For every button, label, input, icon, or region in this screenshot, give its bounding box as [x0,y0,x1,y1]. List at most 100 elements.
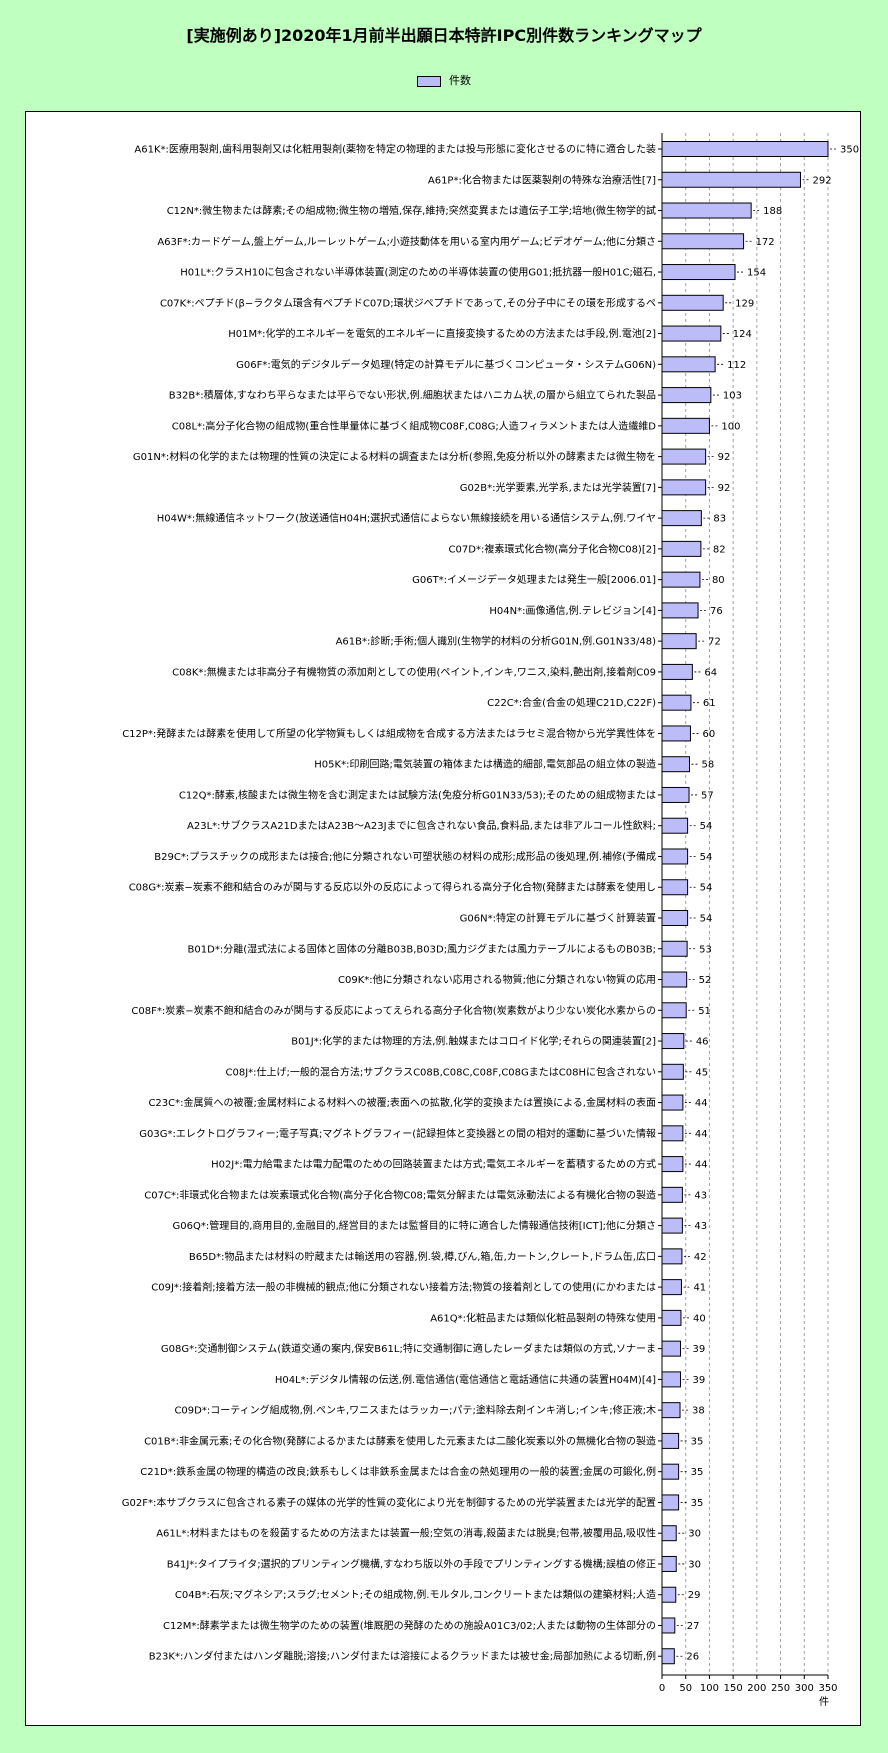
value-label: 35 [691,1467,704,1478]
chart-panel: A61K*:医療用製剤,歯科用製剤又は化粧用製剤(薬物を特定の物理的または投与形… [25,111,861,1726]
value-label: 292 [812,175,831,186]
bar [661,387,712,404]
category-label: H01M*:化学的エネルギーを電気的エネルギーに直接変換するための方法または手段… [228,327,656,340]
bar [661,940,688,957]
value-label: 64 [704,667,717,678]
value-label: 43 [694,1221,707,1232]
bar [661,848,689,865]
value-label: 30 [688,1529,701,1540]
category-label: A63F*:カードゲーム,盤上ゲーム,ルーレットゲーム;小遊技動体を用いる室内用… [157,235,656,248]
value-label: 39 [692,1375,705,1386]
value-label: 92 [718,452,731,463]
category-label: A61Q*:化粧品または類似化粧品製剤の特殊な使用 [430,1311,656,1324]
value-label: 44 [695,1098,708,1109]
bar [661,817,689,834]
value-label: 30 [688,1559,701,1570]
value-label: 44 [695,1160,708,1171]
category-label: C09J*:接着剤;接着方法一般の非機械的観点;他に分類されない接着方法;物質の… [151,1281,656,1294]
bar [661,1156,684,1173]
x-tick-label: 0 [659,1683,665,1694]
bar [661,1555,677,1572]
category-label: H01L*:クラスH10に包含されない半導体装置(測定のための半導体装置の使用G… [180,266,656,279]
category-label: G06Q*:管理目的,商用目的,金融目的,経営目的または監督目的に特に適合した情… [173,1219,656,1232]
bar-chart: A61K*:医療用製剤,歯科用製剤又は化粧用製剤(薬物を特定の物理的または投与形… [122,133,859,1708]
bar [661,663,693,680]
category-label: A61K*:医療用製剤,歯科用製剤又は化粧用製剤(薬物を特定の物理的または投与形… [134,143,656,156]
value-label: 41 [693,1283,706,1294]
bar [661,448,707,465]
value-label: 26 [686,1652,699,1663]
bar [661,694,692,711]
chart-title: [実施例あり]2020年1月前半出願日本特許IPC別件数ランキングマップ [186,26,702,45]
bar [661,1463,680,1480]
bar [661,171,801,188]
category-label: C23C*:金属質への被覆;金属材料による材料への被覆;表面への拡散,化学的変換… [148,1096,656,1109]
value-label: 27 [687,1621,700,1632]
x-tick-label: 350 [818,1683,837,1694]
value-label: 58 [702,760,715,771]
x-axis-label: 件 [819,1696,829,1708]
value-label: 39 [692,1344,705,1355]
bar [661,1279,682,1296]
category-label: C04B*:石灰;マグネシア;スラグ;セメント;その組成物,例.モルタル,コンク… [175,1588,656,1601]
value-label: 46 [696,1037,709,1048]
bar [661,479,707,496]
bar [661,1648,675,1665]
bar [661,417,710,434]
bar [661,1125,684,1142]
category-label: B32B*:積層体,すなわち平らなまたは平らでない形状,例.細胞状またはハニカム… [169,389,656,402]
category-label: B01J*:化学的または物理的方法,例.触媒またはコロイド化学;それらの関連装置… [291,1035,656,1048]
category-label: C07C*:非環式化合物または炭素環式化合物(高分子化合物C08;電気分解または… [144,1188,656,1201]
bar [661,1586,677,1603]
bar [661,1248,683,1265]
category-label: H02J*:電力給電または電力配電のための回路装置または方式;電気エネルギーを蓄… [211,1158,656,1171]
category-label: B23K*:ハンダ付またはハンダ離脱;溶接;ハンダ付または溶接によるクラッドまた… [149,1650,656,1663]
value-label: 43 [694,1190,707,1201]
category-label: G02F*:本サブクラスに包含される素子の媒体の光学的性質の変化により光を制御す… [122,1496,656,1509]
value-label: 54 [700,883,713,894]
value-label: 129 [735,298,754,309]
category-label: C21D*:鉄系金属の物理的構造の改良;鉄系もしくは非鉄系金属または合金の熱処理… [140,1465,656,1478]
value-label: 172 [756,237,775,248]
category-label: G06N*:特定の計算モデルに基づく計算装置 [460,912,656,925]
bar [661,510,702,527]
x-tick-label: 200 [747,1683,766,1694]
bar [661,756,691,773]
category-label: C12Q*:酵素,核酸または微生物を含む測定または試験方法(免疫分析G01N33… [179,788,656,801]
x-tick-label: 150 [724,1683,743,1694]
category-label: A23L*:サブクラスA21DまたはA23B〜A23Jまでに包含されない食品,食… [187,819,656,832]
category-label: C09K*:他に分類されない応用される物質;他に分類されない物質の応用 [338,973,656,986]
legend: 件数 [0,72,888,88]
bar [661,233,745,250]
value-label: 54 [700,821,713,832]
category-label: G01N*:材料の化学的または物理的性質の決定による材料の調査または分析(参照,… [133,450,656,463]
bar [661,910,689,926]
bar [661,1617,676,1634]
value-label: 42 [694,1252,707,1263]
bar [661,325,722,342]
x-tick-label: 100 [700,1683,719,1694]
category-label: C08J*:仕上げ;一般的混合方法;サブクラスC08B,C08C,C08F,C0… [226,1065,657,1078]
value-label: 80 [712,575,725,586]
value-label: 82 [713,544,726,555]
category-label: H04L*:デジタル情報の伝送,例.電信通信(電信通信と電話通信に共通の装置H0… [275,1373,656,1386]
category-label: C01B*:非金属元素;その化合物(発酵によるかまたは酵素を使用した元素または二… [144,1434,656,1447]
category-label: B01D*:分離(湿式法による固体と固体の分離B03B,B03D;風力ジグまたは… [188,942,656,955]
bar [661,633,697,650]
bar [661,356,716,373]
value-label: 92 [718,483,731,494]
x-tick-label: 300 [795,1683,814,1694]
x-tick-label: 50 [679,1683,692,1694]
bar [661,602,699,619]
bar [661,571,701,588]
value-label: 40 [693,1313,706,1324]
x-tick-label: 250 [771,1683,790,1694]
category-label: G08G*:交通制御システム(鉄道交通の案内,保安B61L;特に交通制御に適した… [161,1342,656,1355]
category-label: C12M*:酵素学または微生物学のための装置(堆厩肥の発酵のための施設A01C3… [163,1619,656,1632]
legend-label: 件数 [449,74,471,87]
category-label: C08F*:炭素−炭素不飽和結合のみが関与する反応によってえられる高分子化合物(… [131,1004,656,1017]
value-label: 57 [701,790,714,801]
bar [661,1432,680,1449]
category-label: A61B*:診断;手術;個人識別(生物学的材料の分析G01N,例.G01N33/… [336,635,657,648]
bar [661,1340,681,1357]
